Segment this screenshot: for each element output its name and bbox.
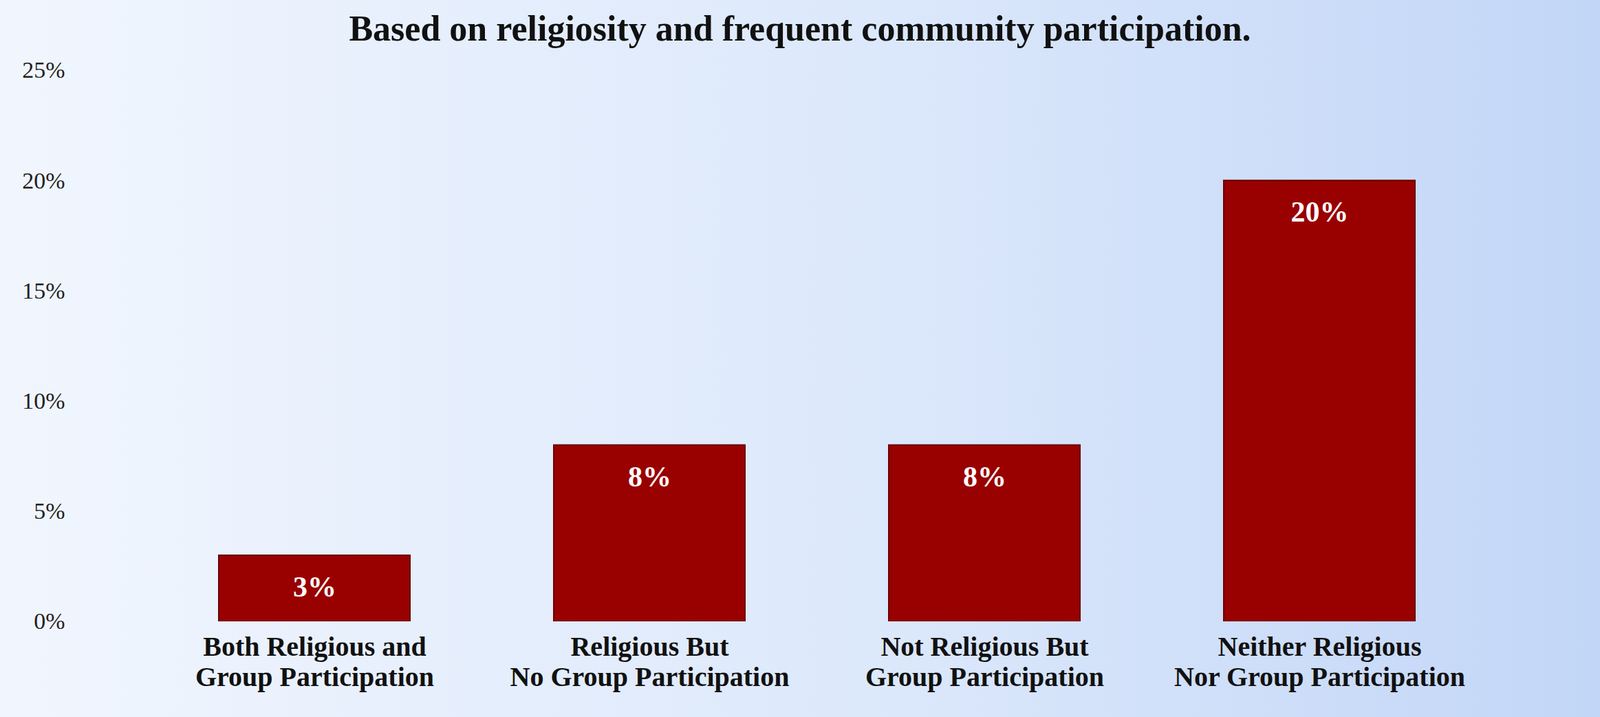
svg-text:Religious ButNo Group Particip: Religious ButNo Group Participation <box>510 630 790 693</box>
svg-text:20%: 20% <box>1291 196 1349 228</box>
svg-text:8%: 8% <box>963 460 1007 493</box>
svg-text:Both Religious andGroup Partic: Both Religious andGroup Participation <box>195 630 435 693</box>
svg-text:Not Religious ButGroup Partici: Not Religious ButGroup Participation <box>865 630 1105 693</box>
svg-text:5%: 5% <box>33 498 65 524</box>
svg-text:10%: 10% <box>22 387 65 414</box>
html-text:Based on religiosity and frequ: Based on religiosity and frequent commun… <box>349 8 1251 49</box>
svg-text:8%: 8% <box>628 460 672 493</box>
svg-text:3%: 3% <box>293 570 337 603</box>
svg-text:20%: 20% <box>22 167 65 194</box>
svg-text:0%: 0% <box>33 608 65 634</box>
svg-text:15%: 15% <box>22 277 65 304</box>
svg-text:25%: 25% <box>22 57 65 83</box>
svg-text:Neither ReligiousNor Group Par: Neither ReligiousNor Group Participation <box>1174 630 1466 693</box>
